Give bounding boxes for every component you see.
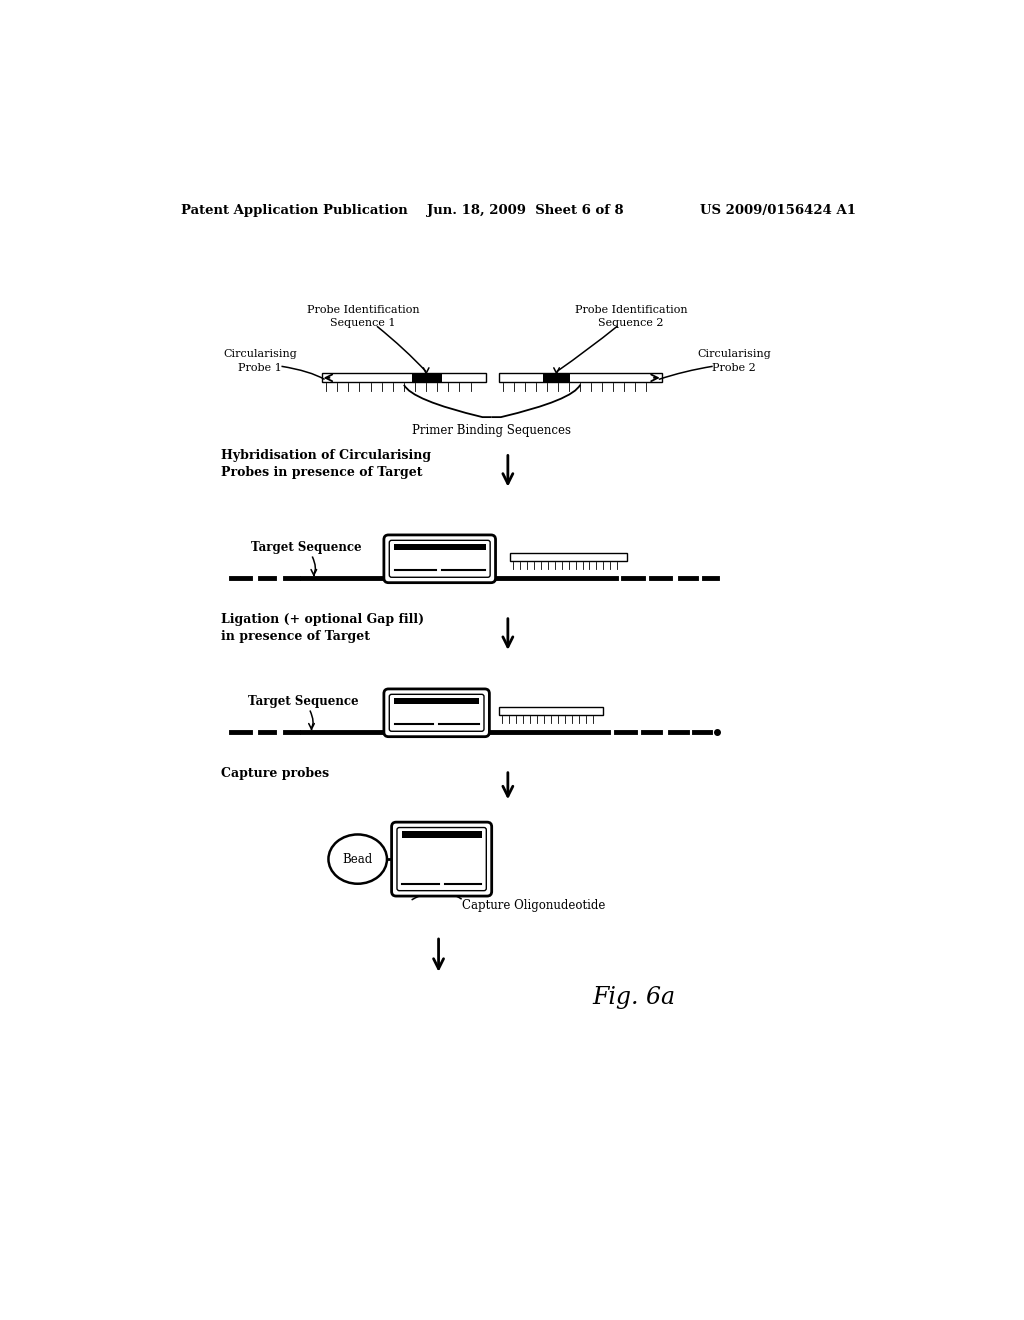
Text: Bead: Bead <box>343 853 373 866</box>
Text: Capture probes: Capture probes <box>221 767 330 780</box>
Text: Fig. 6a: Fig. 6a <box>593 986 676 1010</box>
Bar <box>510 553 628 561</box>
Bar <box>499 374 662 383</box>
FancyBboxPatch shape <box>391 822 492 896</box>
Text: Patent Application Publication: Patent Application Publication <box>180 205 408 218</box>
FancyBboxPatch shape <box>389 540 490 577</box>
Text: Hybridisation of Circularising
Probes in presence of Target: Hybridisation of Circularising Probes in… <box>221 449 431 479</box>
Bar <box>322 374 486 383</box>
Bar <box>394 698 479 705</box>
Text: Target Sequence: Target Sequence <box>249 694 359 708</box>
Ellipse shape <box>329 834 387 884</box>
FancyBboxPatch shape <box>384 689 489 737</box>
Text: Probe Identification
Sequence 2: Probe Identification Sequence 2 <box>574 305 687 327</box>
Bar <box>401 832 481 838</box>
Text: Probe Identification
Sequence 1: Probe Identification Sequence 1 <box>307 305 420 327</box>
Text: Ligation (+ optional Gap fill)
in presence of Target: Ligation (+ optional Gap fill) in presen… <box>221 612 425 643</box>
FancyBboxPatch shape <box>389 694 484 731</box>
Text: Circularising
Probe 2: Circularising Probe 2 <box>697 350 771 372</box>
Bar <box>394 544 485 550</box>
Text: Capture Oligonudeotide: Capture Oligonudeotide <box>462 899 605 912</box>
Bar <box>543 374 570 383</box>
Text: Primer Binding Sequences: Primer Binding Sequences <box>413 425 571 437</box>
FancyBboxPatch shape <box>384 535 496 582</box>
Bar <box>499 706 603 715</box>
Text: US 2009/0156424 A1: US 2009/0156424 A1 <box>700 205 856 218</box>
FancyBboxPatch shape <box>397 828 486 891</box>
Text: Target Sequence: Target Sequence <box>251 541 361 554</box>
Bar <box>412 374 441 383</box>
Text: Circularising
Probe 1: Circularising Probe 1 <box>223 350 297 372</box>
Text: Jun. 18, 2009  Sheet 6 of 8: Jun. 18, 2009 Sheet 6 of 8 <box>427 205 624 218</box>
